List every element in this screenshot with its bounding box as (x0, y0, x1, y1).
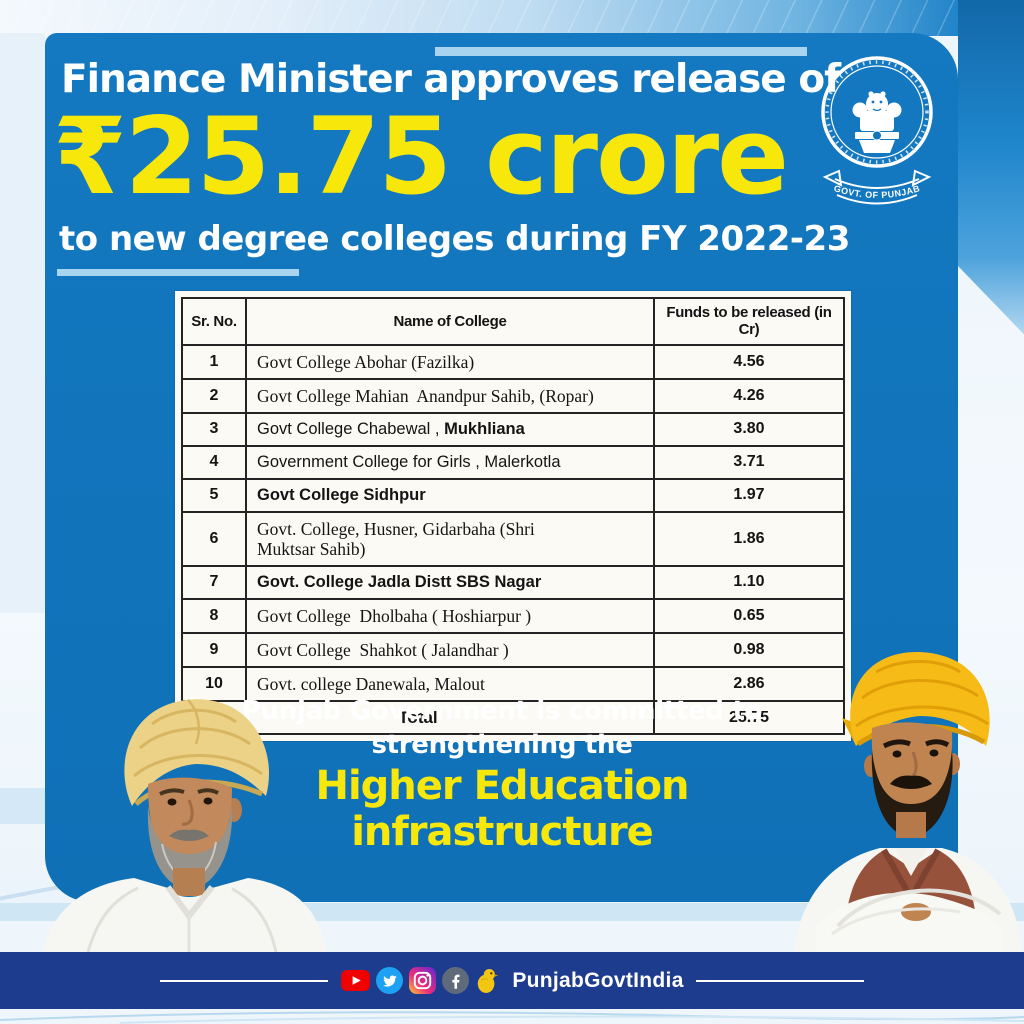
amount-cell: 3.71 (653, 444, 845, 480)
table-header-row: Sr. No. Name of College Funds to be rele… (181, 297, 845, 346)
amount-cell: 3.80 (653, 411, 845, 447)
commitment-message: Punjab Government is committed to streng… (172, 695, 832, 855)
college-table-body: 1 Govt College Abohar (Fazilka) 4.56 2 Govt … (181, 343, 845, 703)
koo-icon[interactable] (475, 967, 499, 994)
table-row: 8 Govt College Dholbaha ( Hoshiarpur ) 0.6… (181, 597, 845, 635)
amount-cell: 4.26 (653, 377, 845, 414)
amount-cell: 0.98 (653, 631, 845, 669)
twitter-icon[interactable] (376, 967, 404, 994)
table-row: 9 Govt College Shahkot ( Jalandhar ) 0.98 (181, 631, 845, 669)
college-name-cell: Govt. college Danewala, Malout (245, 666, 655, 703)
table-row: 6 Govt. College, Husner, Gidarbaha (Shri … (181, 510, 845, 567)
footer-rule-right (695, 979, 864, 982)
subheadline: to new degree colleges during FY 2022-23 (59, 219, 850, 259)
amount-headline: ₹25.75 crore (53, 95, 789, 218)
facebook-icon[interactable] (442, 967, 470, 994)
amount-cell: 4.56 (653, 343, 845, 380)
main-card: Finance Minister approves release of ₹25… (45, 33, 958, 902)
college-name-cell: Govt. College, Husner, Gidarbaha (Shri M… (245, 510, 655, 567)
column-header-college-name: Name of College (245, 297, 655, 346)
college-name-cell: Govt College Abohar (Fazilka) (245, 343, 655, 380)
table-row: 1 Govt College Abohar (Fazilka) 4.56 (181, 343, 845, 380)
bottom-swoosh-strip (0, 1009, 1024, 1024)
chief-minister-photo (792, 650, 1024, 952)
headline: Finance Minister approves release of (61, 57, 841, 102)
college-name-cell: Govt College Shahkot ( Jalandhar ) (245, 631, 655, 669)
college-name-cell: Govt College Dholbaha ( Hoshiarpur ) (245, 597, 655, 635)
amount-cell: 1.97 (653, 477, 845, 513)
sr-no-cell: 6 (181, 510, 247, 567)
message-highlight-2: infrastructure (351, 808, 654, 855)
background-left-strip (0, 33, 45, 613)
social-footer: PunjabGovtIndia (0, 952, 1024, 1009)
sr-no-cell: 5 (181, 477, 247, 513)
column-header-funds: Funds to be released (in Cr) (653, 297, 845, 346)
finance-minister-photo (36, 688, 328, 952)
background-right-column (958, 0, 1024, 335)
funds-table: Sr. No. Name of College Funds to be rele… (175, 291, 851, 742)
sr-no-cell: 7 (181, 564, 247, 600)
table-row: 5 Govt College Sidhpur 1.97 (181, 477, 845, 513)
college-name-cell: Govt College Mahian Anandpur Sahib, (Rop… (245, 377, 655, 414)
table-row: 7 Govt. College Jadla Distt SBS Nagar 1.10 (181, 564, 845, 600)
footer-rule-left (160, 979, 329, 982)
total-label-cell: Total (181, 700, 655, 736)
college-funds-table: Sr. No. Name of College Funds to be rele… (181, 297, 845, 736)
ashoka-lion-capital-icon (852, 91, 902, 153)
instagram-icon[interactable] (409, 967, 437, 994)
column-header-sr-no: Sr. No. (181, 297, 247, 346)
sr-no-cell: 1 (181, 343, 247, 380)
sr-no-cell: 2 (181, 377, 247, 414)
sr-no-cell: 9 (181, 631, 247, 669)
college-name-cell: Govt College Sidhpur (245, 477, 655, 513)
sr-no-cell: 10 (181, 666, 247, 703)
college-name-cell: Government College for Girls , Malerkotl… (245, 444, 655, 480)
table-row: 3 Govt College Chabewal , Mukhliana 3.80 (181, 411, 845, 447)
college-name-cell: Govt College Chabewal , Mukhliana (245, 411, 655, 447)
amount-cell: 2.86 (653, 666, 845, 703)
punjab-govt-emblem-icon: GOVT. OF PUNJAB (821, 56, 933, 205)
background-top-band (0, 0, 1024, 36)
youtube-icon[interactable] (341, 970, 371, 991)
amount-cell: 1.86 (653, 510, 845, 567)
sr-no-cell: 8 (181, 597, 247, 635)
message-line-1: Punjab Government is committed to (241, 696, 763, 726)
table-row: 4 Government College for Girls , Malerkot… (181, 444, 845, 480)
table-row: 10 Govt. college Danewala, Malout 2.86 (181, 666, 845, 703)
table-row: 2 Govt College Mahian Anandpur Sahib, (Ro… (181, 377, 845, 414)
message-line-2: strengthening the (371, 729, 633, 760)
total-amount-cell: 25.75 (653, 700, 845, 736)
message-highlight-1: Higher Education (315, 762, 689, 809)
college-name-cell: Govt. College Jadla Distt SBS Nagar (245, 564, 655, 600)
social-handle: PunjabGovtIndia (512, 969, 684, 992)
accent-underline (57, 269, 299, 276)
sr-no-cell: 4 (181, 444, 247, 480)
sr-no-cell: 3 (181, 411, 247, 447)
amount-cell: 0.65 (653, 597, 845, 635)
top-accent-bar (435, 47, 807, 56)
amount-cell: 1.10 (653, 564, 845, 600)
table-total-row: Total 25.75 (181, 700, 845, 736)
